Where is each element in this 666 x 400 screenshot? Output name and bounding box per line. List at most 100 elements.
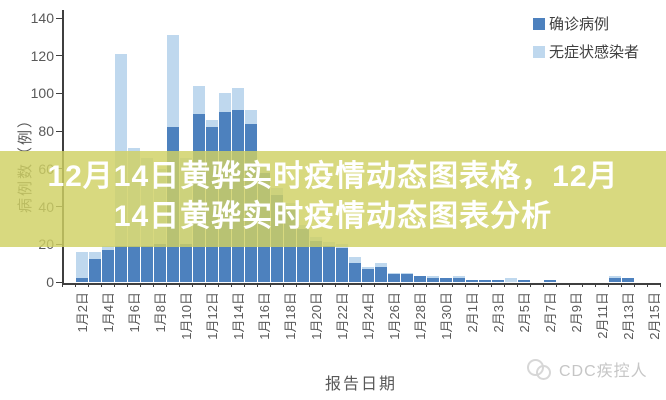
x-tick <box>309 283 310 287</box>
bar-confirmed <box>543 280 556 282</box>
x-tick <box>374 283 375 287</box>
x-tick <box>114 283 115 287</box>
bar-confirmed <box>114 246 127 282</box>
x-tick <box>127 283 128 287</box>
bar-asymptomatic <box>244 110 257 124</box>
y-tick <box>56 17 62 19</box>
bar-confirmed <box>387 274 400 282</box>
x-tick <box>530 283 531 287</box>
bar-asymptomatic <box>348 257 361 264</box>
x-tick <box>88 283 89 287</box>
x-tick <box>270 283 271 287</box>
bar-asymptomatic <box>608 276 621 279</box>
bar-confirmed <box>426 278 439 282</box>
x-tick <box>283 283 284 287</box>
x-tick <box>439 283 440 287</box>
bar-confirmed <box>517 280 530 282</box>
bar-confirmed <box>491 280 504 282</box>
x-tick <box>608 283 609 287</box>
x-tick <box>595 283 596 287</box>
legend-swatch-confirmed-icon <box>533 17 545 30</box>
x-tick <box>361 283 362 287</box>
x-tick <box>426 283 427 287</box>
x-tick <box>400 283 401 287</box>
bar-asymptomatic <box>361 266 374 269</box>
x-tick <box>413 283 414 287</box>
bar-asymptomatic <box>192 85 205 115</box>
bar-asymptomatic <box>387 272 400 275</box>
bar-confirmed <box>400 274 413 282</box>
bar-confirmed <box>322 246 335 282</box>
cdc-logo-icon <box>527 357 553 381</box>
legend-swatch-asymptomatic-icon <box>533 45 545 58</box>
x-tick <box>257 283 258 287</box>
y-tick-label: 100 <box>30 85 54 102</box>
bar-confirmed <box>621 278 634 282</box>
y-tick-label: 0 <box>46 274 54 290</box>
legend-item-confirmed: 确诊病例 <box>533 13 639 34</box>
x-tick <box>231 283 232 287</box>
y-tick <box>56 281 62 283</box>
x-tick <box>322 283 323 287</box>
x-tick <box>504 283 505 287</box>
x-axis-title: 报告日期 <box>324 376 397 393</box>
bar-asymptomatic <box>452 276 465 279</box>
bar-confirmed <box>309 240 322 282</box>
y-tick <box>56 92 62 94</box>
bar-confirmed <box>374 266 387 282</box>
x-tick <box>478 283 479 287</box>
x-tick <box>660 283 661 287</box>
bar-confirmed <box>127 246 140 282</box>
bar-confirmed <box>88 259 101 282</box>
overlay-title-line2: 14日黄骅实时疫情动态图表分析 <box>113 200 553 233</box>
bar-asymptomatic <box>426 276 439 279</box>
title-overlay-band: 12月14日黄骅实时疫情动态图表格，12月 14日黄骅实时疫情动态图表分析 <box>0 151 666 247</box>
x-tick <box>621 283 622 287</box>
bar-asymptomatic <box>205 119 218 128</box>
y-tick <box>56 130 62 132</box>
x-tick <box>140 283 141 287</box>
x-tick <box>101 283 102 287</box>
bar-confirmed <box>608 278 621 282</box>
bar-asymptomatic <box>88 251 101 260</box>
bar-confirmed <box>465 280 478 282</box>
x-tick <box>647 283 648 287</box>
x-tick <box>75 283 76 287</box>
overlay-title: 12月14日黄骅实时疫情动态图表格，12月 14日黄骅实时疫情动态图表分析 <box>0 157 666 237</box>
x-tick <box>543 283 544 287</box>
x-tick <box>569 283 570 287</box>
x-tick <box>244 283 245 287</box>
bar-asymptomatic <box>400 272 413 275</box>
bar-asymptomatic <box>374 263 387 267</box>
y-tick-label: 140 <box>30 10 54 26</box>
x-tick <box>179 283 180 287</box>
x-tick <box>348 283 349 287</box>
x-tick <box>582 283 583 287</box>
x-tick <box>296 283 297 287</box>
y-tick-label: 80 <box>38 123 54 140</box>
watermark: CDC疾控人 <box>527 357 648 381</box>
bar-confirmed <box>101 249 114 282</box>
bar-asymptomatic <box>218 93 231 113</box>
bar-confirmed <box>413 276 426 282</box>
x-tick <box>452 283 453 287</box>
bar-confirmed <box>452 278 465 282</box>
x-tick <box>517 283 518 287</box>
x-tick <box>335 283 336 287</box>
x-tick <box>556 283 557 287</box>
legend-label-asymptomatic: 无症状感染者 <box>549 44 640 61</box>
bar-confirmed <box>348 263 361 282</box>
x-tick <box>491 283 492 287</box>
bar-asymptomatic <box>166 34 179 128</box>
bar-confirmed <box>335 248 348 282</box>
y-tick <box>56 55 62 57</box>
chart-legend: 确诊病例 无症状感染者 <box>533 13 639 69</box>
bar-confirmed <box>439 278 452 282</box>
x-tick <box>192 283 193 287</box>
bar-asymptomatic <box>504 278 517 282</box>
x-tick <box>634 283 635 287</box>
bar-confirmed <box>153 244 166 282</box>
bar-confirmed <box>140 246 153 282</box>
x-tick <box>387 283 388 287</box>
